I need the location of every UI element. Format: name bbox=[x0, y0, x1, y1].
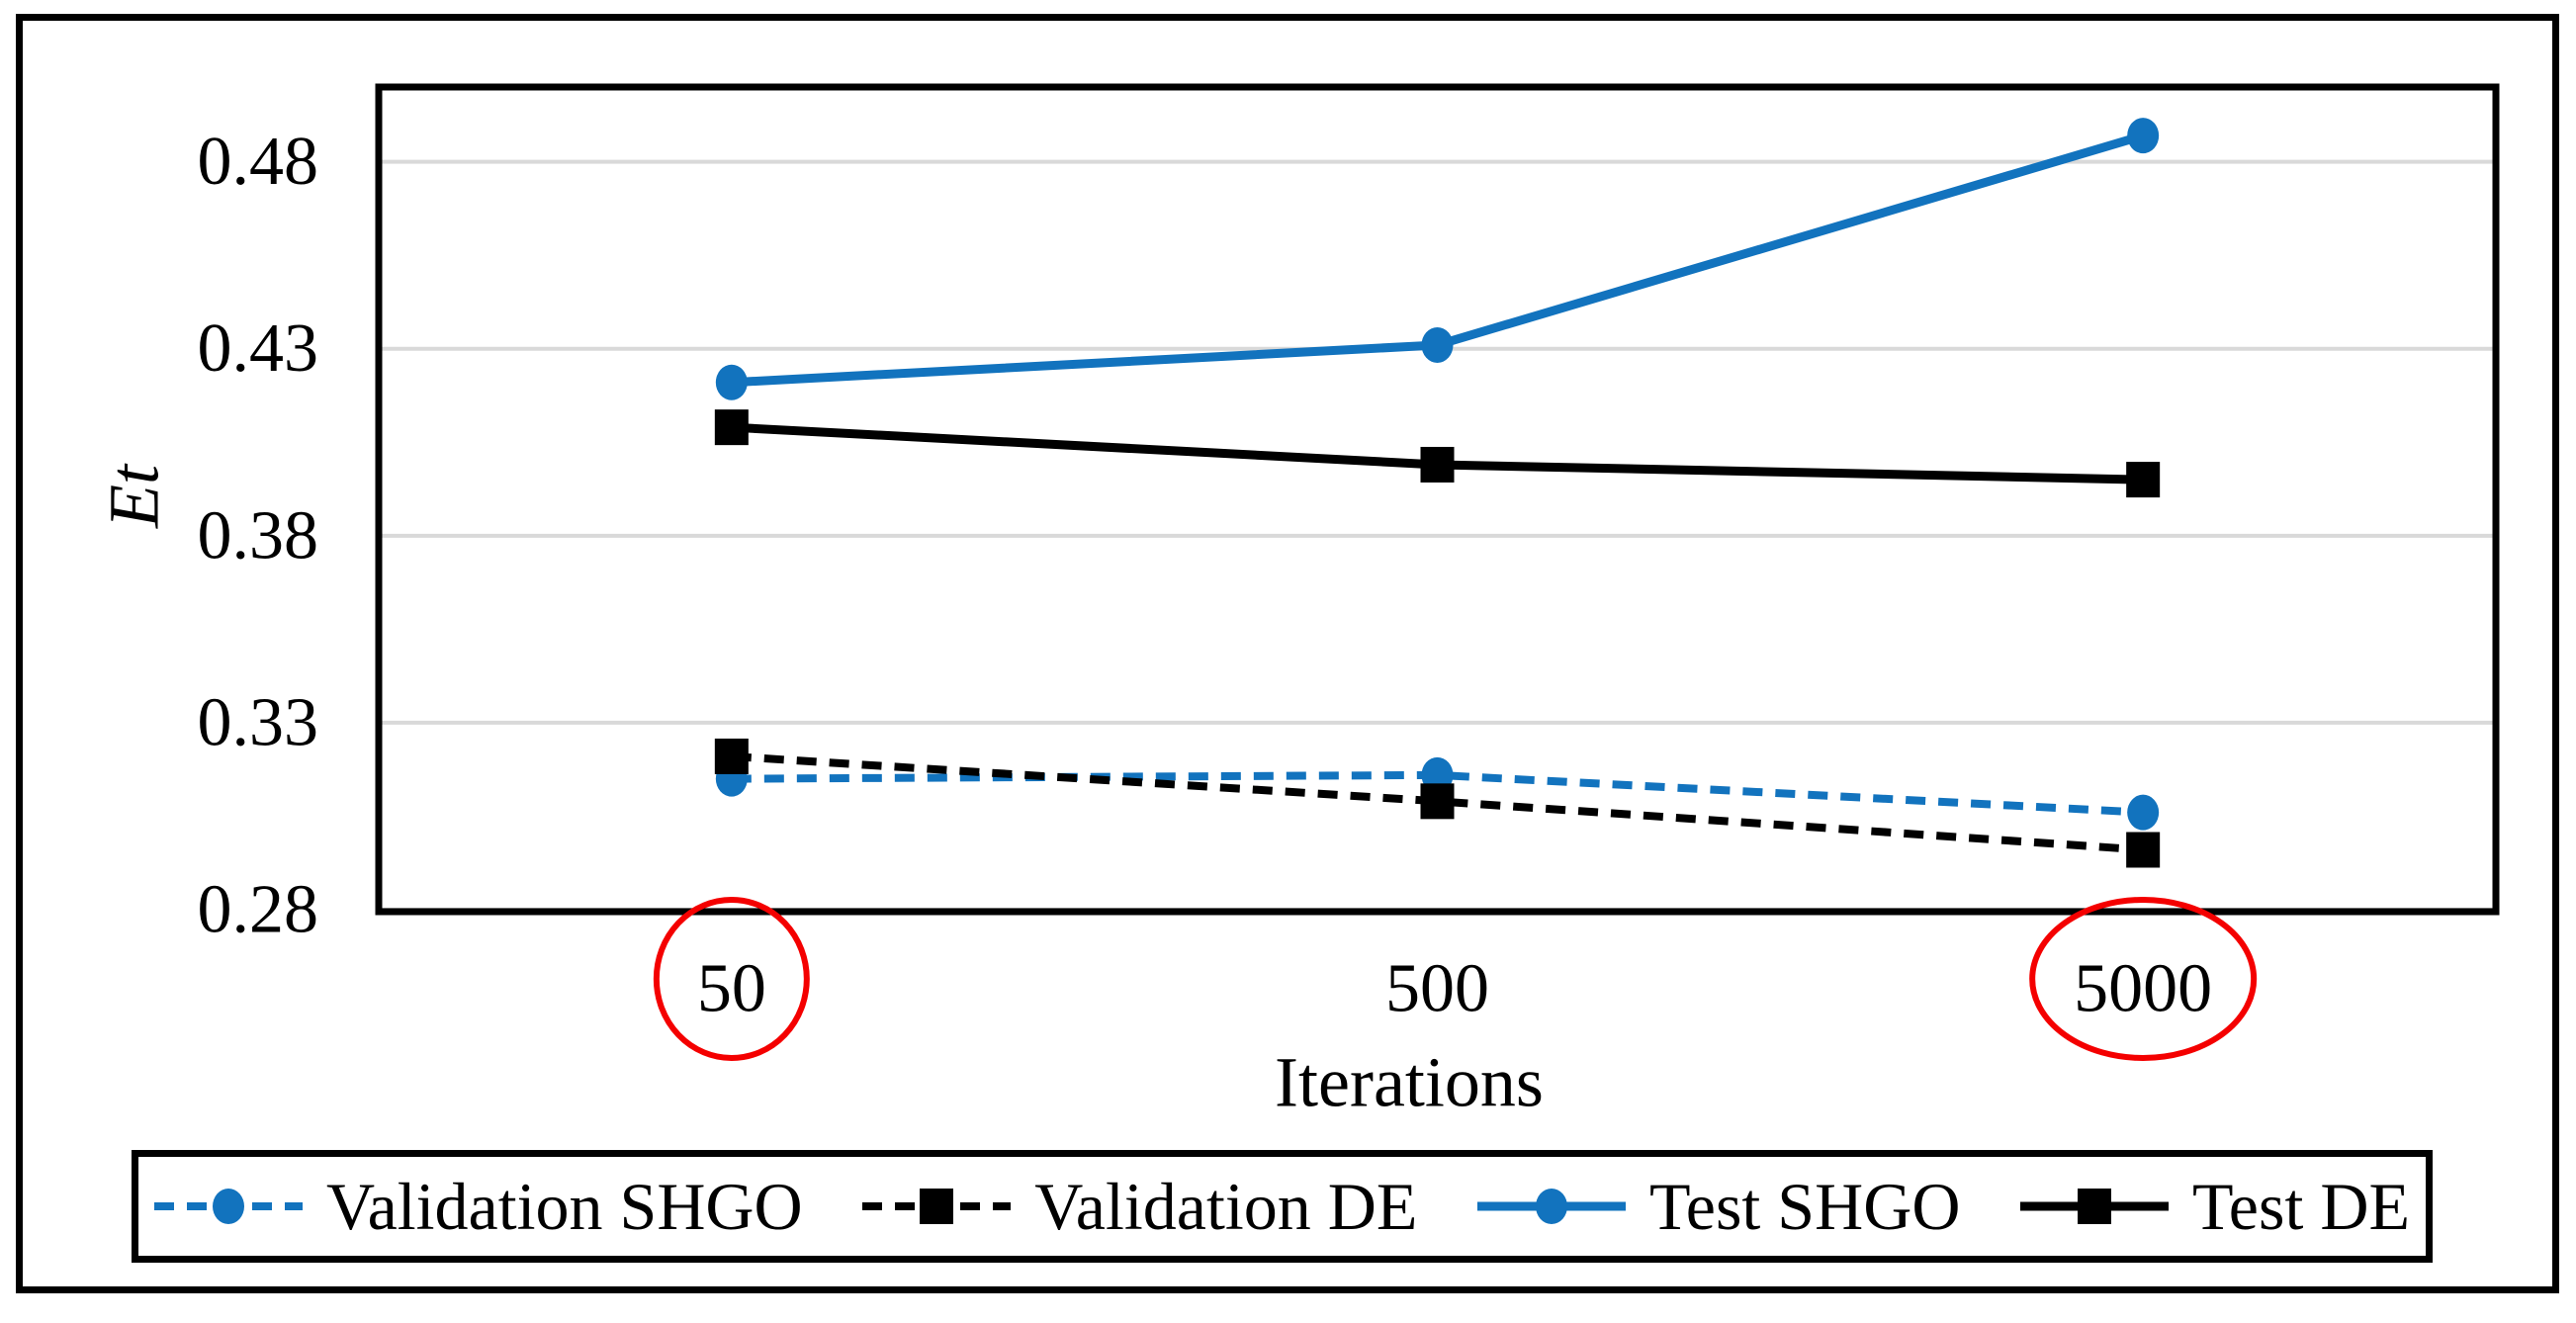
marker-circle-test-shgo bbox=[715, 364, 748, 400]
red-circle-annotation-50 bbox=[653, 897, 810, 1061]
legend-swatch-test-de bbox=[2020, 1189, 2170, 1224]
legend-item-test-de: Test DE bbox=[2020, 1168, 2410, 1246]
series-line-validation-shgo bbox=[731, 770, 2144, 817]
legend-marker-square bbox=[920, 1189, 954, 1224]
x-tick-label: 50 bbox=[697, 951, 766, 1027]
legend-swatch-test-shgo bbox=[1476, 1189, 1626, 1224]
marker-square-test-de bbox=[714, 409, 749, 446]
marker-circle-test-shgo bbox=[2127, 118, 2160, 154]
legend-item-validation-shgo: Validation SHGO bbox=[154, 1168, 803, 1246]
x-tick-label: 500 bbox=[1385, 951, 1489, 1027]
y-tick-label: 0.33 bbox=[198, 684, 319, 760]
plot-border bbox=[375, 83, 2500, 916]
legend-marker-circle bbox=[1535, 1189, 1567, 1224]
marker-square-test-de bbox=[2126, 462, 2161, 498]
series-line-validation-de bbox=[731, 751, 2144, 854]
x-axis-title: Iterations bbox=[1275, 1042, 1544, 1122]
legend-swatch-validation-de bbox=[862, 1189, 1012, 1224]
y-tick-label: 0.28 bbox=[198, 872, 319, 948]
legend-marker-circle bbox=[213, 1189, 244, 1224]
legend-label: Test SHGO bbox=[1648, 1168, 1961, 1244]
marker-square-test-de bbox=[1420, 446, 1455, 483]
marker-square-validation-de bbox=[1420, 783, 1455, 820]
legend-marker-square bbox=[2078, 1189, 2112, 1224]
marker-circle-test-shgo bbox=[1421, 326, 1454, 363]
marker-circle-validation-shgo bbox=[2127, 794, 2160, 831]
legend-label: Test DE bbox=[2192, 1168, 2410, 1244]
y-tick-label: 0.38 bbox=[198, 497, 319, 573]
legend-label: Validation SHGO bbox=[326, 1168, 803, 1244]
legend-item-validation-de: Validation DE bbox=[862, 1168, 1417, 1246]
figure-border bbox=[16, 14, 2559, 1293]
x-tick-label: 5000 bbox=[2074, 951, 2212, 1027]
marker-square-validation-de bbox=[2126, 832, 2161, 868]
legend-item-test-shgo: Test SHGO bbox=[1476, 1168, 1961, 1246]
red-circle-annotation-5000 bbox=[2029, 897, 2258, 1061]
y-axis-title: Et bbox=[94, 465, 174, 528]
legend-swatch-validation-shgo bbox=[154, 1189, 303, 1224]
y-tick-label: 0.43 bbox=[198, 310, 319, 387]
marker-square-validation-de bbox=[714, 738, 749, 774]
legend: Validation SHGO Validation DE Test SHGO Tes… bbox=[132, 1150, 2433, 1263]
legend-label: Validation DE bbox=[1034, 1168, 1418, 1244]
y-tick-label: 0.48 bbox=[198, 124, 319, 200]
